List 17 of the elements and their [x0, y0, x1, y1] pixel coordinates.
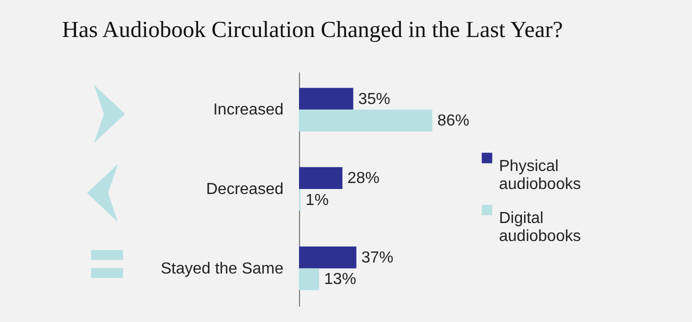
legend-label: Physical audiobooks — [499, 158, 581, 193]
bar — [299, 167, 342, 189]
y-tick-label: Increased — [213, 102, 284, 119]
data-label: 1% — [306, 192, 329, 209]
bar — [299, 246, 356, 268]
y-tick-label: Decreased — [206, 181, 284, 198]
data-label: 35% — [358, 90, 390, 108]
data-label: 37% — [361, 249, 394, 266]
bar — [299, 110, 432, 132]
data-label: 28% — [347, 170, 380, 188]
bar — [299, 268, 320, 290]
data-label: 86% — [437, 112, 470, 130]
legend-label: Digital audiobooks — [499, 210, 581, 245]
chart-title: Has Audiobook Circulation Changed in the Last Year? — [62, 17, 563, 42]
y-tick-label: Stayed the Same — [160, 260, 284, 278]
bar — [299, 88, 354, 110]
data-label: 13% — [324, 271, 356, 288]
